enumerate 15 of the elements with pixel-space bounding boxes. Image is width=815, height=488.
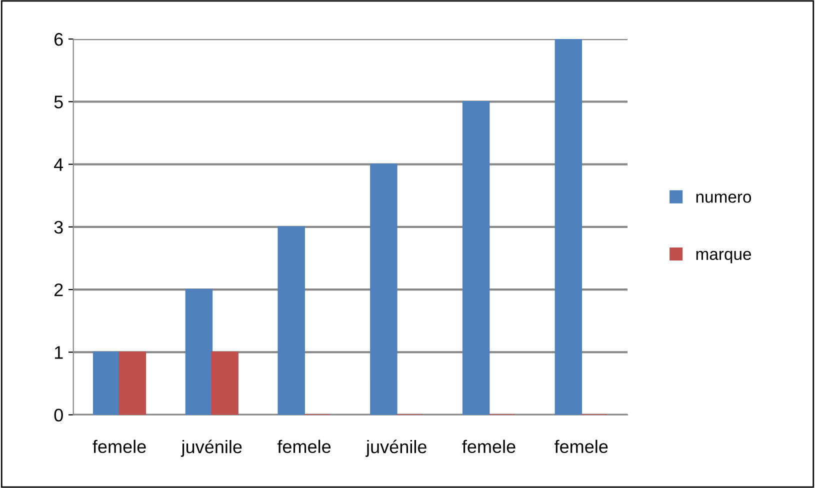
y-tick-label: 0	[54, 408, 63, 422]
y-tick-label: 3	[54, 220, 63, 234]
legend-label: numero	[696, 194, 752, 203]
x-tick-label: femele	[277, 440, 331, 454]
y-tick-label: 6	[54, 32, 63, 46]
y-tick-label: 5	[54, 96, 63, 108]
x-tick-label: femele	[554, 440, 608, 454]
y-tick-label: 4	[54, 158, 64, 171]
x-tick-label: femele	[92, 440, 146, 454]
x-tick-label: juvénile	[180, 440, 242, 457]
y-tick-label: 1	[54, 346, 63, 359]
legend-label: marque	[696, 250, 752, 264]
x-tick-label: femele	[462, 440, 516, 454]
y-tick-label: 2	[54, 283, 63, 296]
x-tick-label: juvénile	[366, 440, 426, 457]
